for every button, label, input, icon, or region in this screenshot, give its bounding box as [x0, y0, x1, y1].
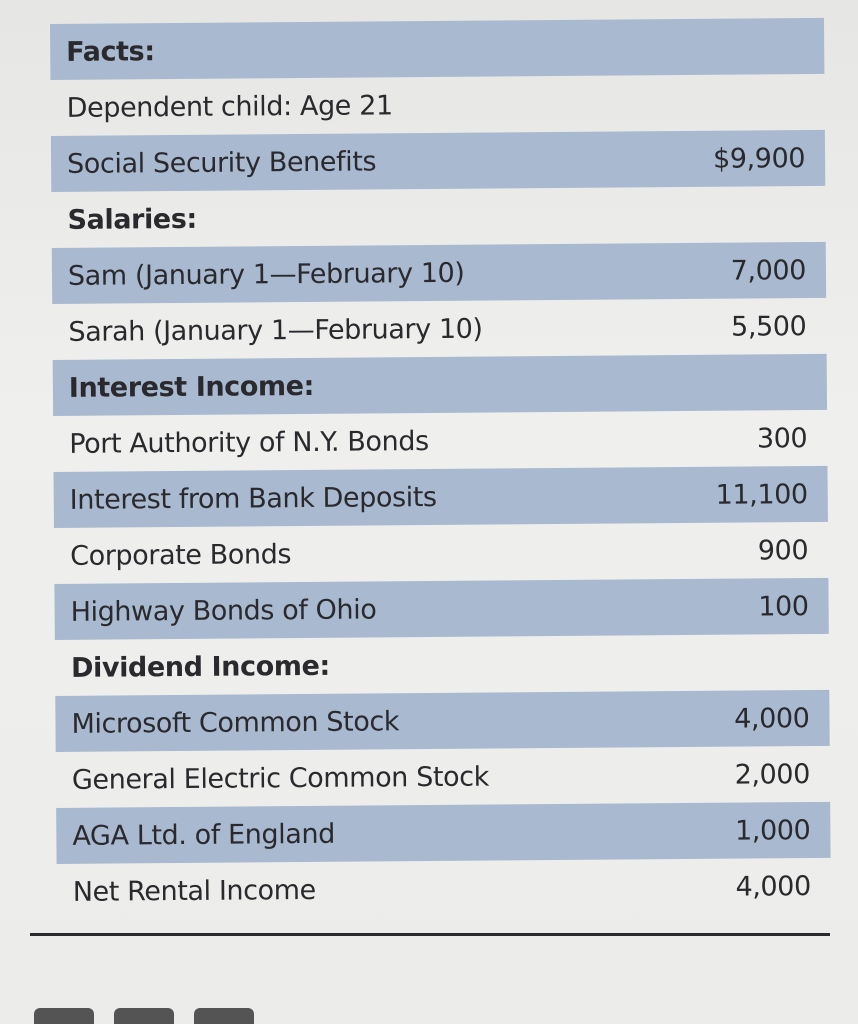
row-label: General Electric Common Stock [71, 761, 489, 796]
row-label: Facts: [66, 35, 155, 68]
table-row: Sam (January 1—February 10) 7,000 [51, 241, 827, 304]
table-row: Interest from Bank Deposits 11,100 [53, 465, 828, 528]
row-value: 300 [756, 422, 808, 454]
table-row: Highway Bonds of Ohio 100 [54, 577, 829, 640]
row-value: 5,500 [730, 310, 807, 343]
table-row: Social Security Benefits $9,900 [50, 129, 826, 192]
row-label: Salaries: [67, 203, 197, 236]
table-row: Dependent child: Age 21 [50, 74, 824, 136]
row-value: 1,000 [734, 814, 811, 847]
row-label: Port Authority of N.Y. Bonds [69, 425, 429, 460]
row-label: Social Security Benefits [66, 145, 377, 180]
table-row: Corporate Bonds 900 [54, 522, 828, 584]
row-label: AGA Ltd. of England [72, 818, 336, 852]
row-label: Dependent child: Age 21 [66, 89, 393, 124]
cut-off-text-fragment [34, 1008, 814, 1024]
row-value: 900 [757, 534, 809, 566]
table-row: General Electric Common Stock 2,000 [56, 746, 830, 808]
text-fragment-shape [194, 1008, 254, 1024]
table-row: Sarah (January 1—February 10) 5,500 [52, 298, 826, 360]
row-value: 4,000 [734, 702, 810, 735]
facts-table: Facts: Dependent child: Age 21 Social Se… [50, 17, 831, 920]
table-row: Port Authority of N.Y. Bonds 300 [53, 410, 827, 472]
row-value: 100 [758, 590, 809, 622]
row-value: 4,000 [735, 870, 811, 903]
table-row: Salaries: [51, 186, 825, 248]
table-row: Net Rental Income 4,000 [57, 858, 831, 920]
row-value: 11,100 [715, 478, 808, 511]
table-row: Dividend Income: [55, 634, 829, 696]
row-label: Microsoft Common Stock [71, 705, 400, 740]
row-label: Interest from Bank Deposits [69, 481, 437, 516]
row-label: Corporate Bonds [70, 538, 292, 572]
row-label: Sam (January 1—February 10) [67, 257, 465, 292]
row-label: Dividend Income: [70, 650, 330, 684]
row-label: Net Rental Income [72, 874, 316, 908]
row-value: 2,000 [734, 758, 811, 791]
row-label: Interest Income: [68, 370, 315, 404]
row-value: 7,000 [730, 254, 807, 287]
table-row: Facts: [50, 17, 825, 80]
row-label: Sarah (January 1—February 10) [68, 313, 483, 348]
table-row: Microsoft Common Stock 4,000 [55, 689, 830, 752]
table-row: Interest Income: [52, 353, 828, 416]
row-label: Highway Bonds of Ohio [70, 593, 377, 628]
row-value: $9,900 [712, 142, 806, 175]
table-row: AGA Ltd. of England 1,000 [56, 801, 831, 864]
text-fragment-shape [114, 1008, 174, 1024]
text-fragment-shape [34, 1008, 94, 1024]
table-bottom-rule [30, 933, 830, 936]
